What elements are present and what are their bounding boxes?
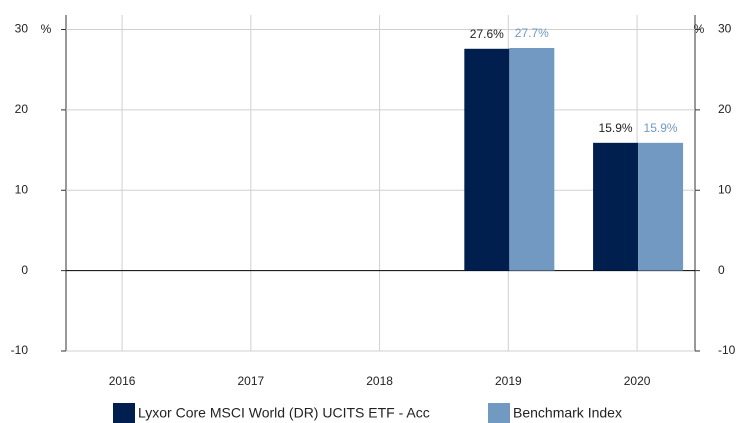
value-label: 27.7%	[515, 26, 549, 40]
bar	[593, 142, 639, 271]
bar	[464, 48, 510, 271]
value-label: 15.9%	[599, 121, 633, 135]
y2-tick-label: 10	[718, 182, 732, 196]
y-tick-label: -10	[11, 343, 29, 357]
x-tick-label: 2016	[109, 374, 136, 388]
x-tick-label: 2018	[366, 374, 393, 388]
bar	[509, 47, 555, 271]
value-label: 15.9%	[644, 121, 678, 135]
x-tick-label: 2019	[495, 374, 522, 388]
y-tick-label: 0	[21, 263, 28, 277]
y2-tick-label: 30	[718, 22, 732, 36]
y2-tick-label: 0	[718, 263, 725, 277]
legend-label: Lyxor Core MSCI World (DR) UCITS ETF - A…	[138, 405, 430, 421]
y2-tick-label: 20	[718, 102, 732, 116]
y2-tick-label: -10	[718, 343, 736, 357]
y-unit: %	[41, 22, 52, 36]
legend-swatch	[488, 403, 510, 423]
y-tick-label: 30	[15, 22, 29, 36]
value-label: 27.6%	[470, 27, 504, 41]
y-tick-label: 10	[15, 182, 29, 196]
bar	[638, 142, 684, 271]
y-tick-label: 20	[15, 102, 29, 116]
legend-swatch	[113, 403, 135, 423]
x-tick-label: 2017	[237, 374, 264, 388]
x-tick-label: 2020	[624, 374, 651, 388]
legend-label: Benchmark Index	[513, 405, 622, 421]
